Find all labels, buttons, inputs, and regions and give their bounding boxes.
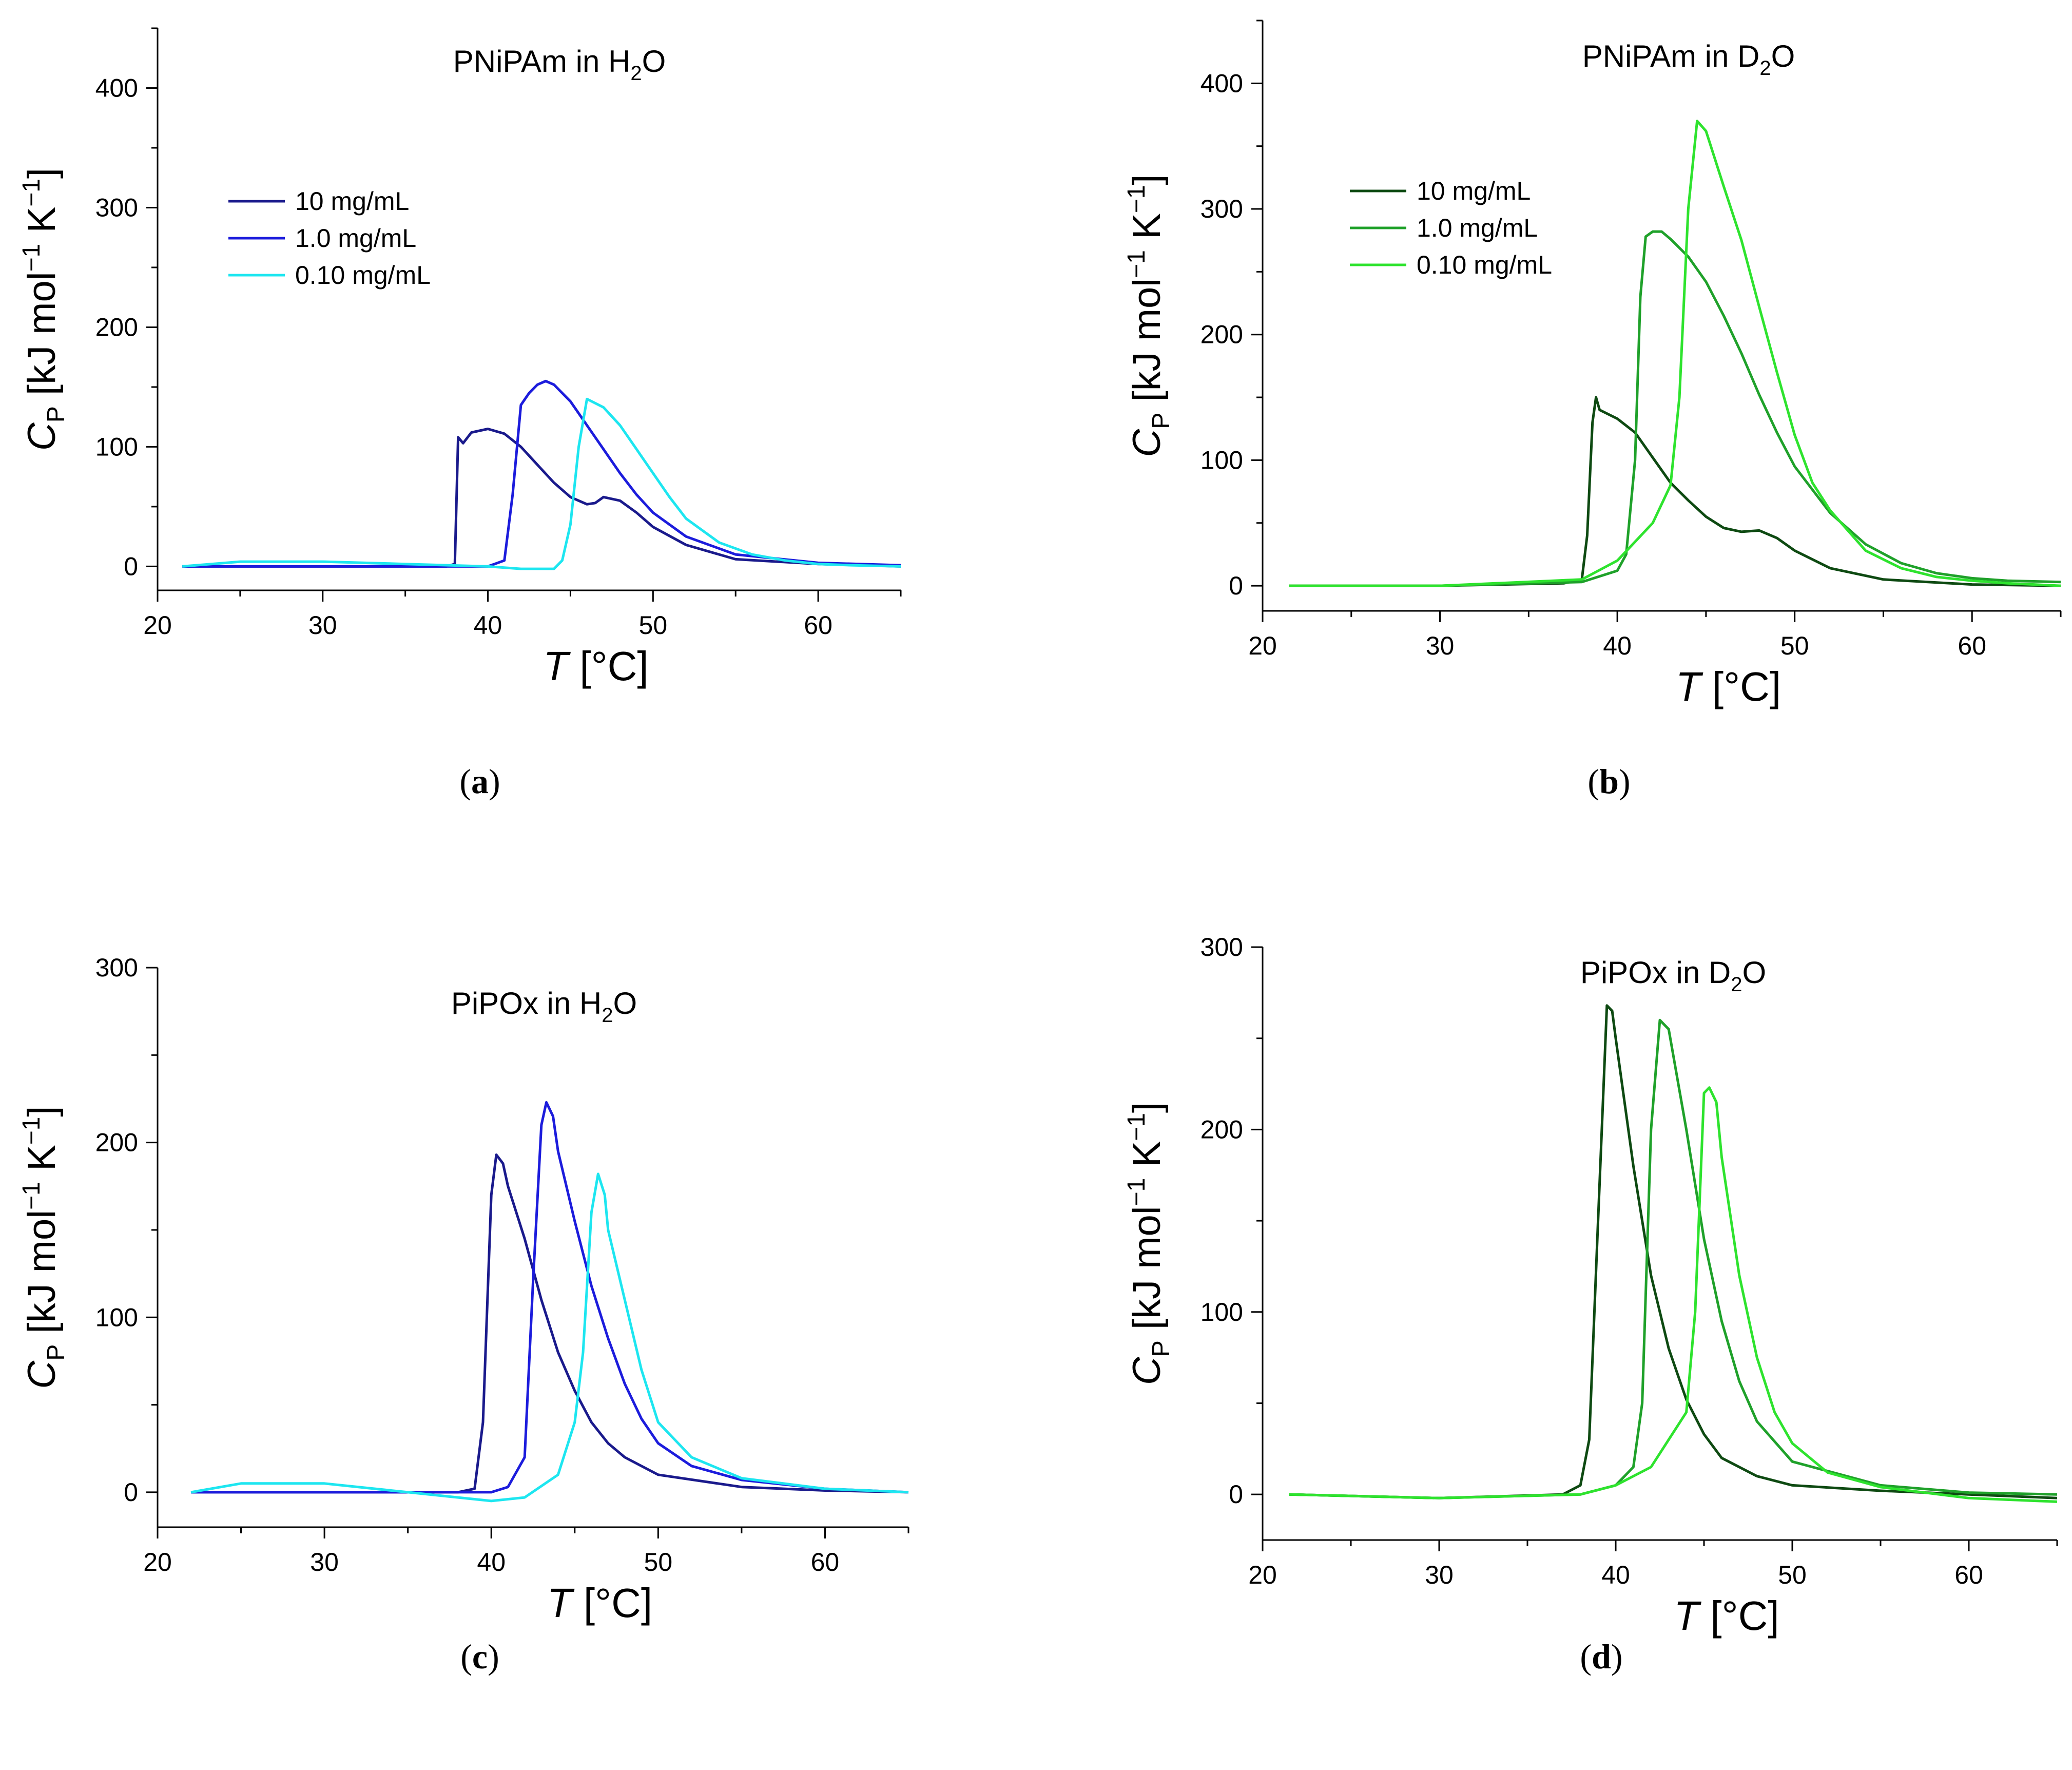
y-tick-label: 0 [124,552,138,581]
panel-d: 20 30 40 50 60 0 100 200 300 PiPOx in D2O T [°C] CP… [1123,933,2058,1676]
x-tick-label: 40 [1603,631,1632,660]
y-tick-label: 100 [95,432,138,461]
x-tick-label: 20 [1248,631,1277,660]
x-tick-label: 60 [811,1548,840,1576]
series-line-3 [190,1172,909,1503]
y-axis-label: CP [kJ mol−1 K−1] [1123,174,1175,457]
panel-caption: (d) [1580,1637,1622,1676]
x-tick-label: 20 [143,1548,172,1576]
y-tick-label: 0 [1229,571,1243,600]
x-tick-label: 40 [474,611,502,640]
x-tick-label: 30 [1425,1561,1454,1589]
series-line-3 [1289,1086,2058,1503]
y-tick-label: 100 [1200,446,1243,474]
x-tick-label: 20 [1248,1561,1277,1589]
panel-caption: (c) [460,1637,499,1676]
y-tick-label: 300 [1200,933,1243,961]
series-line-2 [1289,1018,2058,1499]
x-tick-label: 60 [804,611,832,640]
panel-c: 20 30 40 50 60 0 100 200 300 PiPOx in H2O T [°C] CP… [18,953,909,1676]
series-line-1 [1289,396,2061,587]
y-tick-label: 0 [1229,1480,1243,1509]
legend-label-1: 10 mg/mL [1417,177,1531,205]
y-tick-label: 200 [1200,1115,1243,1144]
series-line-1 [1289,1004,2058,1499]
x-tick-label: 60 [1958,631,1986,660]
panel-title: PiPOx in H2O [451,986,637,1027]
y-tick-label: 0 [124,1478,138,1507]
panel-caption: (a) [459,762,500,801]
x-tick-label: 50 [639,611,668,640]
panel-caption: (b) [1587,762,1630,801]
series-line-1 [191,1153,909,1494]
legend-label-1: 10 mg/mL [295,187,409,216]
series-line-2 [191,1101,909,1494]
legend-label-3: 0.10 mg/mL [1417,251,1552,279]
y-tick-label: 200 [95,1128,138,1157]
legend-label-2: 1.0 mg/mL [295,224,416,253]
y-axis-label: CP [kJ mol−1 K−1] [18,168,70,451]
series-line-2 [182,379,901,568]
y-tick-label: 400 [1200,69,1243,98]
series-line-2 [1289,230,2061,587]
x-axis-label: T [°C] [1674,1593,1779,1639]
y-tick-label: 300 [95,953,138,982]
y-tick-label: 300 [1200,195,1243,223]
panel-title: PNiPAm in H2O [453,44,666,85]
x-tick-label: 30 [310,1548,339,1576]
y-tick-label: 300 [95,193,138,222]
x-axis-label: T [°C] [547,1580,652,1626]
y-tick-label: 400 [95,73,138,102]
y-tick-label: 100 [95,1303,138,1332]
panel-a: 20 30 40 50 60 0 100 200 300 400 10 mg/mL 1.0 mg/mL… [18,27,902,801]
series-line-3 [182,397,901,570]
panel-title: PNiPAm in D2O [1582,39,1795,80]
y-tick-label: 200 [95,313,138,341]
x-tick-label: 20 [143,611,172,640]
y-tick-label: 100 [1200,1298,1243,1326]
x-tick-label: 50 [644,1548,673,1576]
x-tick-label: 30 [308,611,337,640]
x-tick-label: 30 [1426,631,1455,660]
x-tick-label: 50 [1780,631,1809,660]
y-axis-label: CP [kJ mol−1 K−1] [1123,1102,1175,1385]
legend-label-2: 1.0 mg/mL [1417,214,1538,242]
x-tick-label: 50 [1778,1561,1807,1589]
series-line-3 [1289,120,2061,587]
x-tick-label: 40 [477,1548,506,1576]
y-tick-label: 200 [1200,320,1243,349]
panel-b: 20 30 40 50 60 0 100 200 300 400 10 mg/mL 1.0 mg/mL… [1123,20,2062,801]
x-tick-label: 60 [1954,1561,1983,1589]
x-axis-label: T [°C] [1676,664,1781,709]
y-axis-label: CP [kJ mol−1 K−1] [18,1106,70,1389]
panel-title: PiPOx in D2O [1580,955,1766,996]
x-tick-label: 40 [1601,1561,1630,1589]
series-line-1 [182,428,901,568]
x-axis-label: T [°C] [543,643,648,689]
legend-label-3: 0.10 mg/mL [295,261,431,290]
